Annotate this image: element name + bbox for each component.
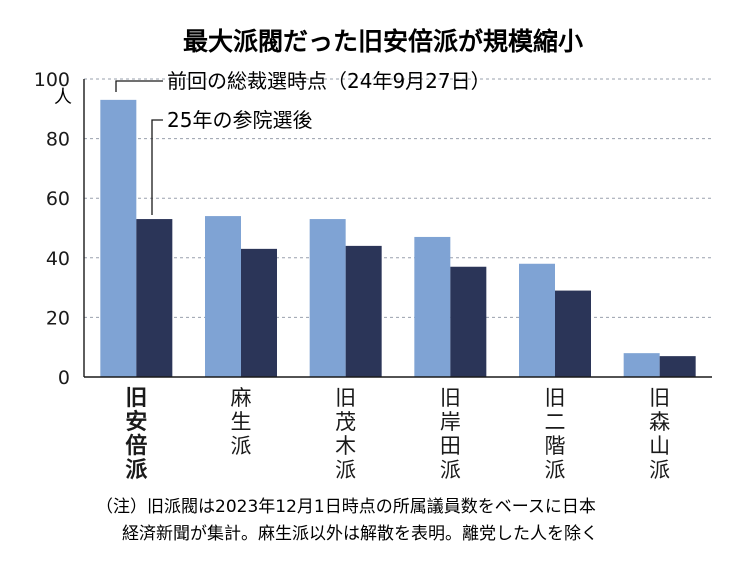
category-label-5: 旧森山派 xyxy=(649,386,670,482)
bars xyxy=(100,99,696,378)
y-tick-label-60: 60 xyxy=(46,188,70,210)
y-axis-unit: 人 xyxy=(54,87,72,108)
bar-series-1-3 xyxy=(414,236,451,377)
category-label-2: 旧茂木派 xyxy=(335,386,356,482)
callout-leader-series-2 xyxy=(151,119,163,215)
bar-series-2-1 xyxy=(241,248,277,377)
bar-series-1-4 xyxy=(519,263,555,377)
axes xyxy=(83,79,712,378)
category-label-3: 旧岸田派 xyxy=(440,386,461,482)
category-label-0: 旧安倍派 xyxy=(125,386,147,483)
bar-series-2-2 xyxy=(345,245,382,377)
footnote-line-2: 経済新聞が集計。麻生派以外は解散を表明。離党した人を除く xyxy=(122,524,598,544)
series-callouts: 前回の総裁選時点（24年9月27日） 25年の参院選後 xyxy=(115,69,491,215)
bar-series-1-1 xyxy=(205,216,241,377)
bar-series-1-0 xyxy=(100,99,137,378)
bar-series-1-5 xyxy=(623,353,660,377)
y-tick-label-20: 20 xyxy=(46,307,70,329)
y-tick-label-80: 80 xyxy=(46,129,70,151)
legend-series-1: 前回の総裁選時点（24年9月27日） xyxy=(167,69,491,93)
bar-series-2-3 xyxy=(450,266,487,377)
y-tick-label-100: 100 xyxy=(34,69,70,91)
category-labels: 旧安倍派 麻生派 旧茂木派 旧岸田派 旧二階派 旧森山派 xyxy=(125,386,670,483)
footnote-line-1: （注）旧派閥は2023年12月1日時点の所属議員数をベースに日本 xyxy=(96,497,596,517)
category-label-1: 麻生派 xyxy=(231,386,252,458)
category-label-4: 旧二階派 xyxy=(545,386,566,482)
bar-series-2-4 xyxy=(555,290,591,377)
gridlines xyxy=(84,78,712,318)
chart-title: 最大派閥だった旧安倍派が規模縮小 xyxy=(183,27,583,56)
bar-series-2-0 xyxy=(136,219,173,377)
y-tick-label-40: 40 xyxy=(46,248,70,270)
callout-leader-series-1 xyxy=(115,80,163,92)
y-tick-label-0: 0 xyxy=(58,367,70,389)
bar-series-2-5 xyxy=(659,356,696,377)
legend-series-2: 25年の参院選後 xyxy=(167,108,312,132)
bar-series-1-2 xyxy=(309,219,346,377)
y-tick-labels: 0 20 40 60 80 100 xyxy=(34,69,70,389)
